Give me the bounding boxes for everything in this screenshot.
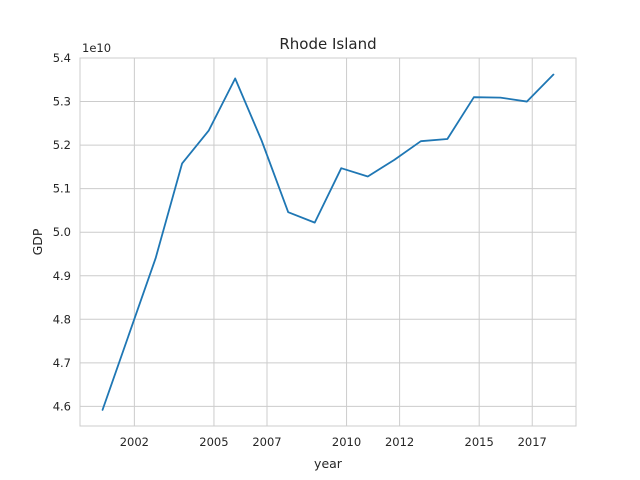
y-grid	[80, 57, 576, 407]
gdp-series-line	[101, 73, 555, 411]
x-tick-labels: 2002 2005 2007 2010 2012 2015 2017	[120, 435, 547, 449]
x-tick-label: 2007	[252, 435, 281, 449]
x-axis-label: year	[314, 456, 343, 471]
y-tick-label: 4.8	[53, 312, 71, 326]
x-tick-label: 2012	[385, 435, 414, 449]
chart-title: Rhode Island	[279, 35, 376, 53]
y-offset-label: 1e10	[82, 41, 111, 55]
x-tick-label: 2017	[518, 435, 547, 449]
plot-frame	[79, 57, 577, 427]
y-tick-label: 5.2	[53, 138, 71, 152]
y-tick-label: 4.6	[53, 399, 71, 413]
y-tick-label: 5.3	[53, 95, 71, 109]
y-tick-label: 5.0	[53, 225, 71, 239]
x-grid	[133, 58, 533, 426]
x-tick-label: 2005	[199, 435, 228, 449]
series-layer	[101, 73, 555, 411]
y-tick-labels: 4.6 4.7 4.8 4.9 5.0 5.1 5.2 5.3 5.4	[53, 51, 71, 413]
y-axis-label: GDP	[30, 228, 45, 255]
x-tick-label: 2015	[465, 435, 494, 449]
y-tick-label: 4.7	[53, 356, 71, 370]
x-tick-label: 2010	[332, 435, 361, 449]
y-tick-label: 5.4	[53, 51, 71, 65]
y-tick-label: 5.1	[53, 182, 71, 196]
y-tick-label: 4.9	[53, 269, 71, 283]
x-tick-label: 2002	[120, 435, 149, 449]
